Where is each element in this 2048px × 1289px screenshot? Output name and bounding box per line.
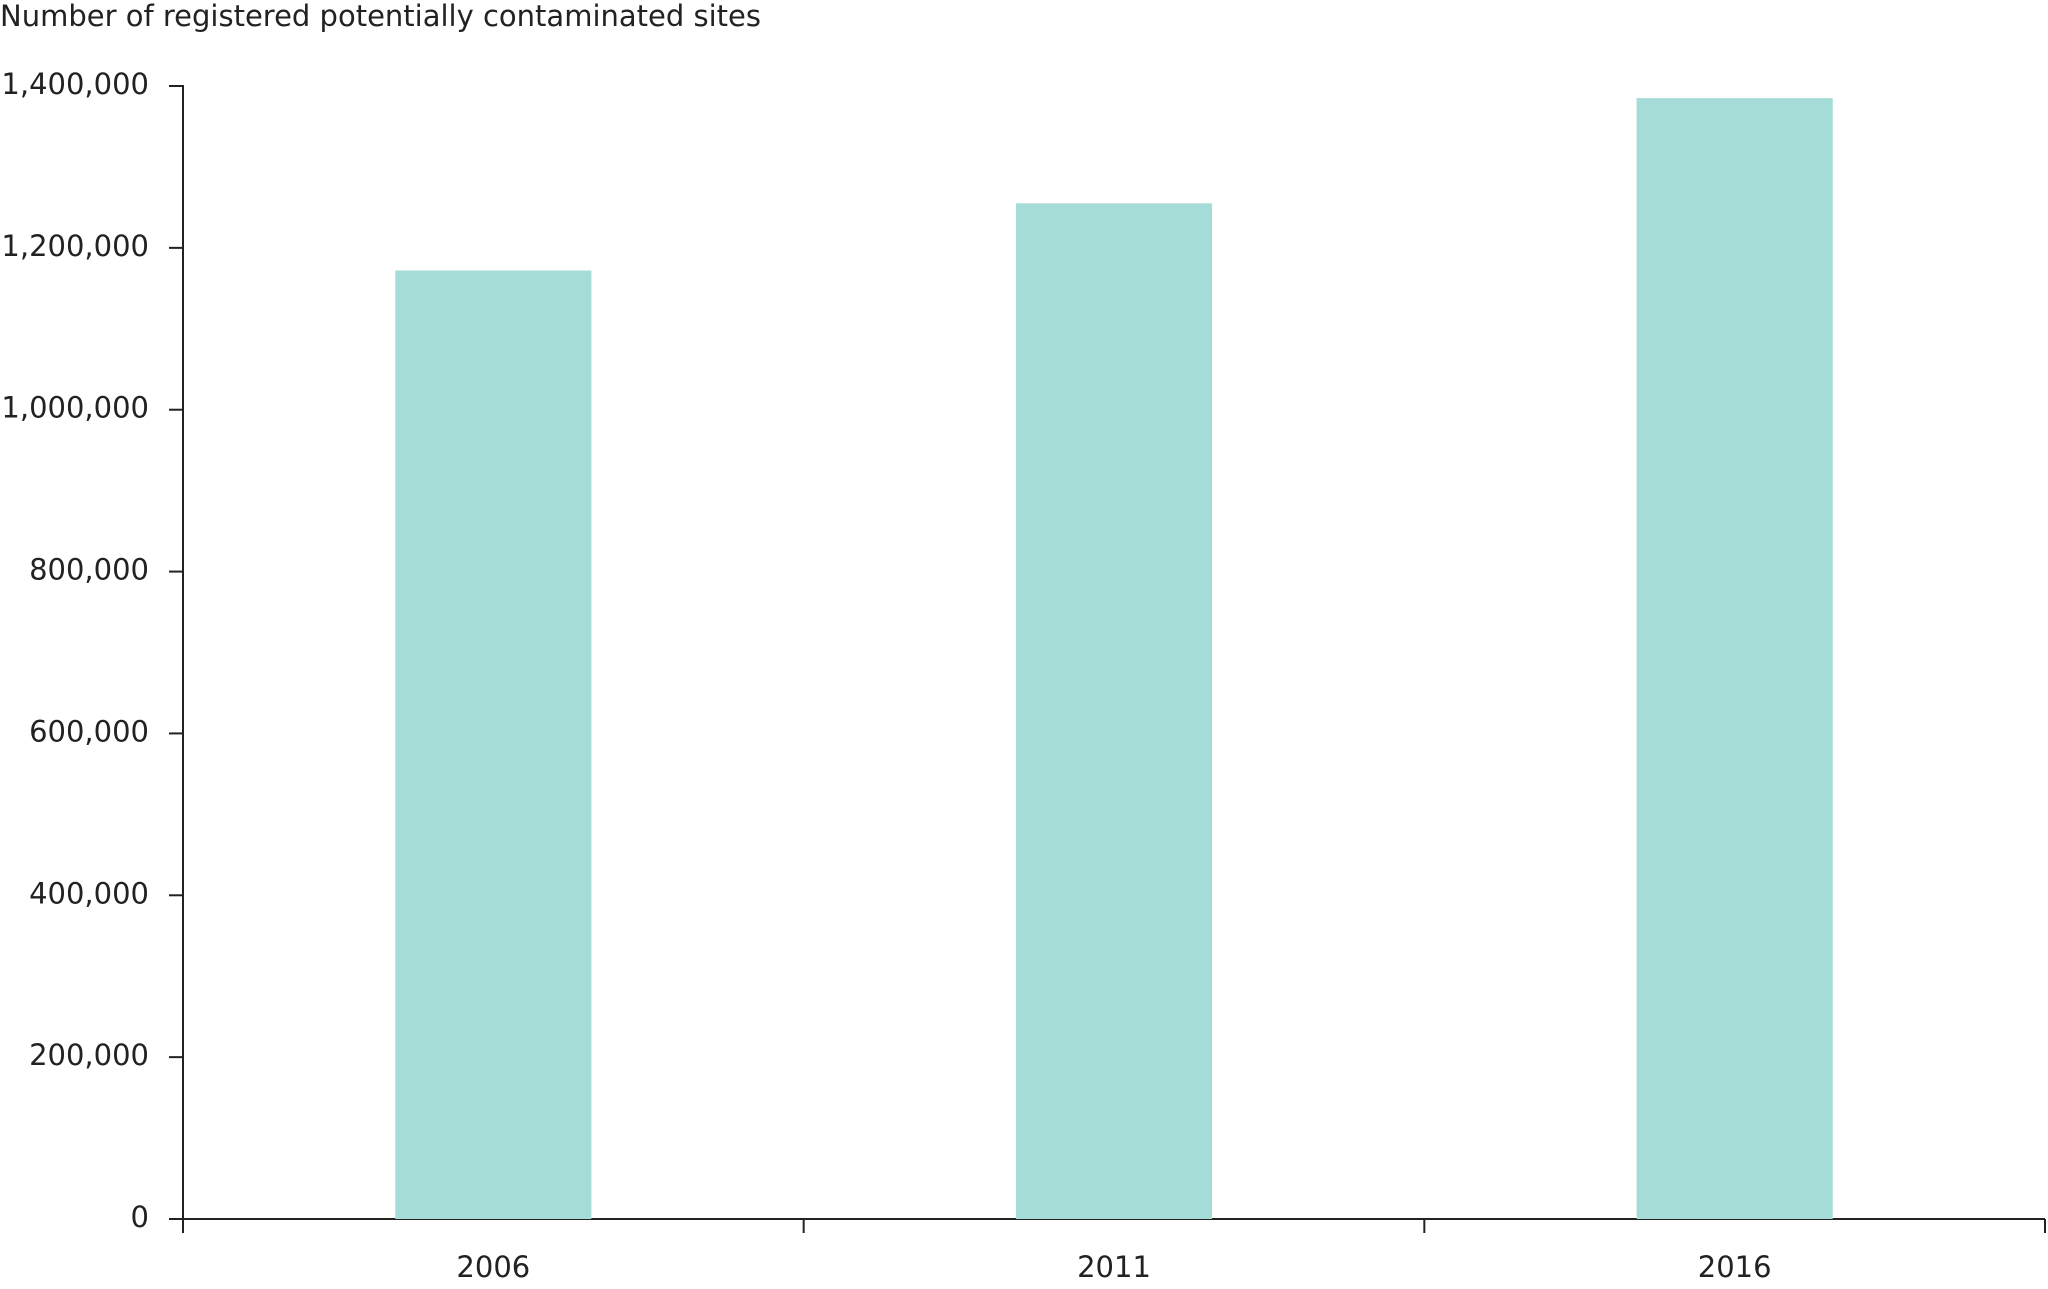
x-tick-label: 2011 [1077,1250,1151,1284]
x-tick-label: 2006 [456,1250,530,1284]
y-tick-label: 800,000 [29,553,149,587]
bar [1015,203,1213,1219]
y-tick-label: 1,200,000 [1,229,149,263]
chart-title: Number of registered potentially contami… [0,0,761,33]
bar [1636,98,1833,1219]
y-tick-label: 200,000 [29,1038,149,1072]
y-tick-label: 600,000 [29,714,149,748]
y-tick-label: 1,400,000 [1,67,149,101]
x-tick-label: 2016 [1698,1250,1772,1284]
y-tick-label: 400,000 [29,876,149,910]
bar [395,270,592,1219]
y-tick-label: 0 [131,1200,149,1234]
y-tick-label: 1,000,000 [1,391,149,425]
